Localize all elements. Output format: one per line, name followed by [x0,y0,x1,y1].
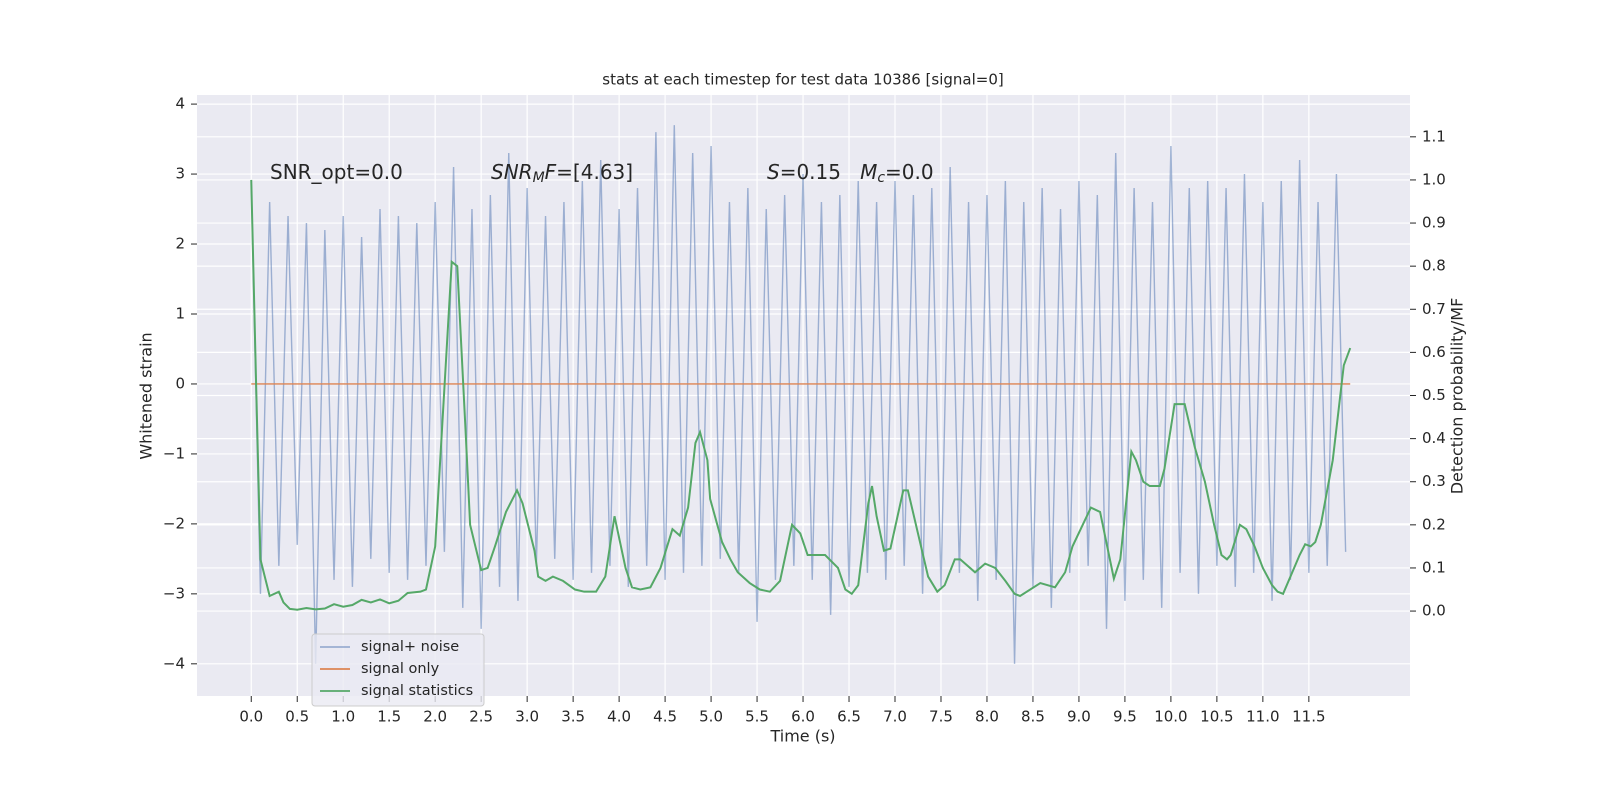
x-tick-label: 2.0 [423,708,447,726]
annotation: SNR_opt=0.0 [270,160,403,184]
annotation-part: SNR_opt=0.0 [270,160,403,184]
x-tick-label: 5.0 [699,708,723,726]
annotation-part: =[4.63] [556,160,633,184]
x-tick-label: 8.0 [975,708,999,726]
x-tick-label: 8.5 [1021,708,1045,726]
y2-tick-label: 1.1 [1422,127,1446,145]
annotation: SNRMF=[4.63] [491,160,633,187]
x-tick-label: 0.5 [285,708,309,726]
annotation-part: F [545,160,557,184]
x-tick-label: 1.0 [331,708,355,726]
x-tick-label: 3.5 [561,708,585,726]
y-tick-label: 4 [175,95,185,113]
grid: 0.0 0.5 1.0 1.5 2.0 2.5 3.0 3.5 4.0 4.5 5.0 5.5 6.0 6… [163,95,1446,726]
y2-tick-label: 0.9 [1422,214,1446,232]
x-tick-label: 7.0 [883,708,907,726]
annotation-part: M [533,170,545,186]
y-tick-label: 1 [175,304,185,322]
y-tick-label: −2 [163,514,185,532]
x-tick-label: 9.5 [1113,708,1137,726]
y2-tick-label: 0.5 [1422,386,1446,404]
y2-axis-label: Detection probability/MF [1448,298,1467,495]
y2-tick-label: 1.0 [1422,170,1446,188]
y2-tick-label: 0.3 [1422,472,1446,490]
annotations: SNR_opt=0.0 SNRMF=[4.63] S=0.15 Mc=0.0 [270,160,934,187]
x-tick-label: 1.5 [377,708,401,726]
x-tick-label: 6.0 [791,708,815,726]
annotation-part: M [860,160,877,184]
y2-tick-label: 0.1 [1422,558,1446,576]
y2-tick-label: 0.7 [1422,300,1446,318]
legend: signal+ noise signal only signal statistic… [311,633,485,707]
x-tick-label: 6.5 [837,708,861,726]
x-tick-label: 5.5 [745,708,769,726]
x-tick-label: 10.5 [1200,708,1233,726]
y-tick-label: −3 [163,584,185,602]
annotation-part: SNR [491,160,533,184]
x-axis-label: Time (s) [769,727,835,746]
y-tick-label: −4 [163,654,185,672]
y2-tick-label: 0.8 [1422,257,1446,275]
annotation-part: =0.15 [780,160,860,184]
x-tick-label: 3.0 [515,708,539,726]
x-tick-label: 4.0 [607,708,631,726]
y-tick-label: 0 [175,374,185,392]
y-tick-label: 3 [175,165,185,183]
y-tick-label: −1 [163,444,185,462]
legend-label: signal statistics [361,683,473,699]
x-tick-label: 0.0 [239,708,263,726]
annotation-part: =0.0 [885,160,934,184]
x-tick-label: 7.5 [929,708,953,726]
x-tick-label: 10.0 [1154,708,1187,726]
series-line [250,125,1347,664]
annotation: S=0.15 Mc=0.0 [767,160,934,187]
y2-tick-label: 0.2 [1422,515,1446,533]
annotation-part: c [877,170,885,186]
x-tick-label: 9.0 [1067,708,1091,726]
annotation-part: S [767,160,780,184]
y2-tick-label: 0.6 [1422,343,1446,361]
legend-label: signal+ noise [361,639,459,655]
marks [250,125,1352,664]
x-tick-label: 11.0 [1246,708,1279,726]
y2-tick-label: 0.0 [1422,602,1446,620]
series-line [250,179,1352,611]
y-tick-label: 2 [175,235,185,253]
chart-title: stats at each timestep for test data 103… [602,71,1003,89]
y-axis-label: Whitened strain [137,332,156,459]
legend-box [311,633,485,707]
x-tick-label: 4.5 [653,708,677,726]
y2-tick-label: 0.4 [1422,429,1446,447]
x-tick-label: 11.5 [1292,708,1325,726]
x-tick-label: 2.5 [469,708,493,726]
legend-label: signal only [361,661,440,677]
